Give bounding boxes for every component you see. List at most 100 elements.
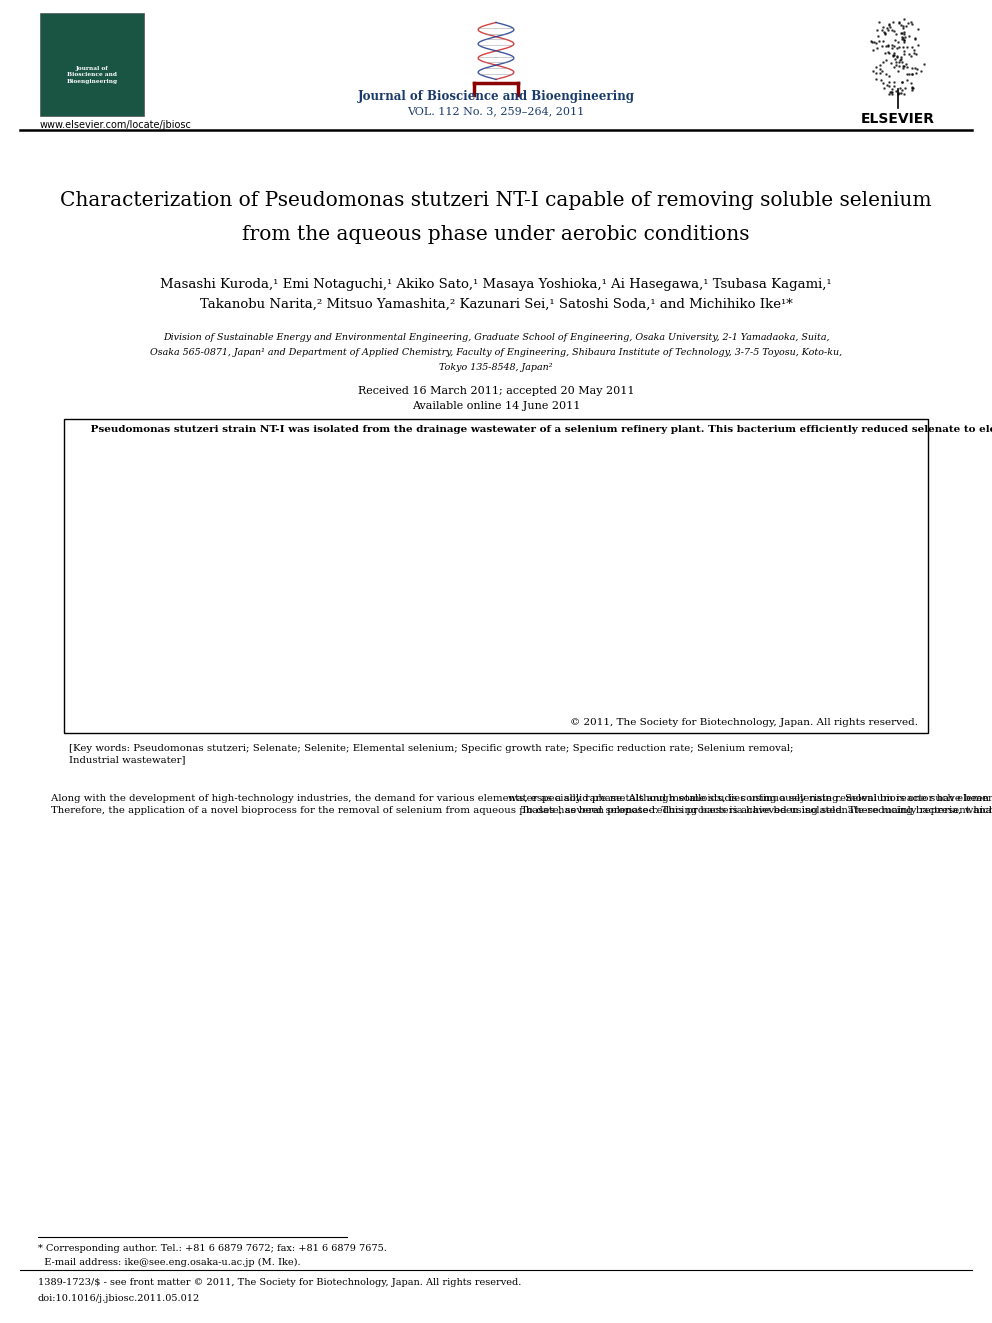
Point: [880, 41, 896, 62]
Point: [894, 71, 910, 93]
Point: [903, 45, 919, 66]
Point: [882, 83, 898, 105]
Point: [891, 56, 907, 77]
Point: [890, 60, 906, 81]
Point: [895, 17, 911, 38]
Text: from the aqueous phase under aerobic conditions: from the aqueous phase under aerobic con…: [242, 225, 750, 243]
Point: [894, 22, 910, 44]
Point: [884, 83, 900, 105]
Point: [886, 75, 902, 97]
Point: [892, 49, 908, 70]
Point: [874, 36, 890, 57]
Point: [899, 64, 915, 85]
Point: [888, 29, 904, 50]
Bar: [64, 419, 928, 733]
Point: [886, 36, 902, 57]
Point: [873, 70, 889, 91]
Text: Journal of
Bioscience and
Bioengineering: Journal of Bioscience and Bioengineering: [66, 66, 117, 83]
Point: [891, 36, 907, 57]
Text: Osaka 565-0871, Japan¹ and Department of Applied Chemistry, Faculty of Engineeri: Osaka 565-0871, Japan¹ and Department of…: [150, 348, 842, 357]
Point: [905, 37, 921, 58]
Point: [907, 28, 923, 49]
Point: [868, 67, 884, 89]
Point: [872, 54, 888, 75]
Point: [882, 13, 898, 34]
Point: [869, 19, 885, 40]
Point: [884, 82, 900, 103]
Point: [895, 15, 911, 36]
Point: [886, 71, 902, 93]
Point: [896, 22, 912, 44]
Point: [885, 34, 901, 56]
Point: [893, 83, 909, 105]
Point: [886, 42, 902, 64]
Text: Along with the development of high-technology industries, the demand for various: Along with the development of high-techn…: [38, 794, 992, 815]
Point: [896, 56, 912, 77]
Point: [893, 46, 909, 67]
Point: [871, 30, 887, 52]
Point: [875, 73, 891, 94]
Point: [894, 15, 910, 36]
Point: [917, 53, 932, 74]
Point: [889, 45, 905, 66]
Point: [896, 56, 912, 77]
Point: [899, 70, 915, 91]
Point: [895, 57, 911, 78]
Point: [896, 21, 912, 42]
Point: [892, 12, 908, 33]
Point: [870, 25, 886, 46]
Point: [905, 57, 921, 78]
Point: [887, 45, 903, 66]
Point: [864, 32, 880, 53]
Point: [884, 38, 900, 60]
Point: [896, 40, 912, 61]
Point: [914, 60, 930, 81]
Point: [876, 77, 892, 98]
Point: [876, 30, 892, 52]
Text: www.elsevier.com/locate/jbiosc: www.elsevier.com/locate/jbiosc: [40, 120, 191, 131]
Point: [894, 79, 910, 101]
Point: [891, 13, 907, 34]
Point: [904, 79, 920, 101]
Point: [877, 22, 893, 44]
Point: [875, 16, 891, 37]
Point: [895, 71, 911, 93]
Point: [906, 42, 922, 64]
Point: [892, 52, 908, 73]
Point: [878, 64, 894, 85]
Text: Tokyo 135-8548, Japan²: Tokyo 135-8548, Japan²: [439, 363, 553, 372]
Point: [866, 32, 882, 53]
Point: [907, 26, 923, 48]
Text: Pseudomonas stutzeri strain NT-I was isolated from the drainage wastewater of a : Pseudomonas stutzeri strain NT-I was iso…: [76, 425, 992, 434]
Point: [878, 36, 894, 57]
Point: [900, 57, 916, 78]
Point: [901, 44, 917, 65]
Text: doi:10.1016/j.jbiosc.2011.05.012: doi:10.1016/j.jbiosc.2011.05.012: [38, 1294, 200, 1303]
Point: [889, 54, 905, 75]
Point: [905, 78, 921, 99]
Point: [895, 37, 911, 58]
Point: [882, 16, 898, 37]
Point: [897, 9, 913, 30]
Point: [885, 78, 901, 99]
Text: Journal of Bioscience and Bioengineering: Journal of Bioscience and Bioengineering: [357, 90, 635, 103]
Point: [892, 77, 908, 98]
Point: [882, 15, 898, 36]
Point: [888, 24, 904, 45]
Point: [876, 21, 892, 42]
Text: VOL. 112 No. 3, 259–264, 2011: VOL. 112 No. 3, 259–264, 2011: [408, 106, 584, 116]
Point: [877, 42, 893, 64]
Point: [899, 53, 915, 74]
Point: [883, 53, 899, 74]
Text: E-mail address: ike@see.eng.osaka-u.ac.jp (M. Ike).: E-mail address: ike@see.eng.osaka-u.ac.j…: [38, 1258, 301, 1267]
Point: [872, 58, 888, 79]
Text: [Key words: Pseudomonas stutzeri; Selenate; Selenite; Elemental selenium; Specif: [Key words: Pseudomonas stutzeri; Selena…: [69, 744, 794, 765]
Point: [890, 83, 906, 105]
Point: [908, 44, 924, 65]
Point: [911, 34, 927, 56]
Point: [878, 49, 894, 70]
Point: [895, 26, 911, 48]
Point: [911, 19, 927, 40]
Text: Characterization of Pseudomonas stutzeri NT-I capable of removing soluble seleni: Characterization of Pseudomonas stutzeri…: [61, 191, 931, 209]
Point: [881, 75, 897, 97]
